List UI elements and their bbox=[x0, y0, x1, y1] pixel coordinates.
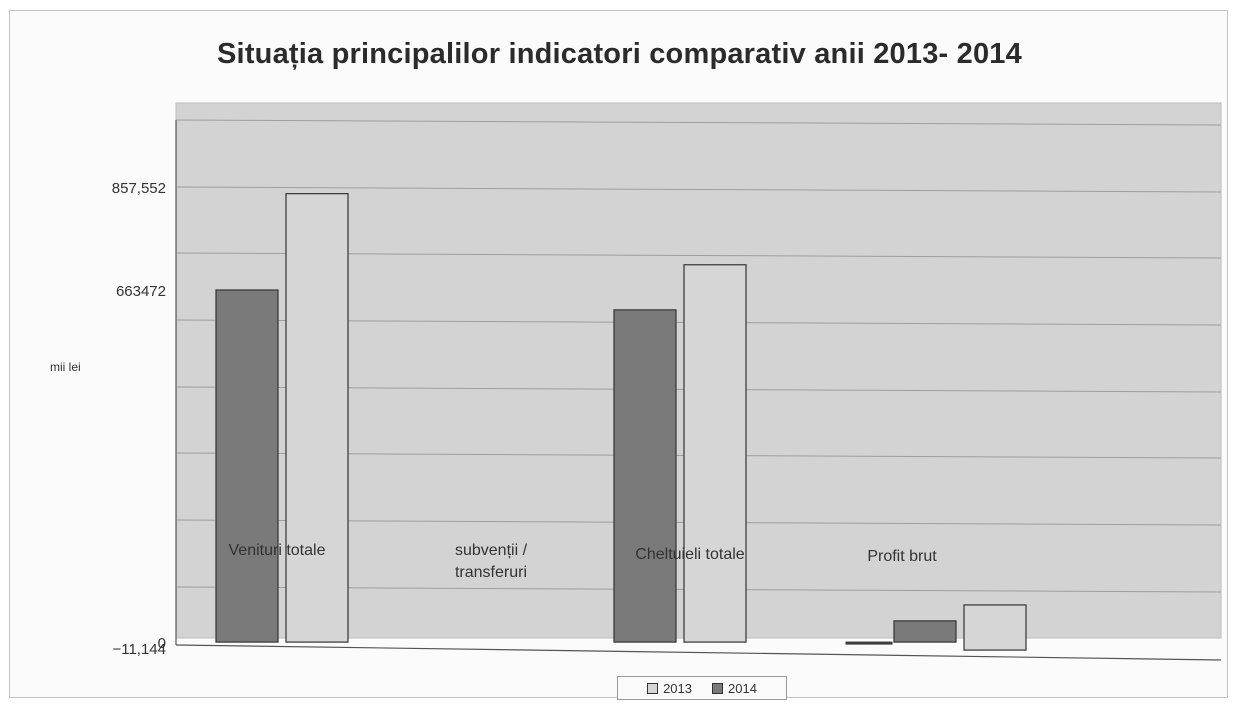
legend-item-2014: 2014 bbox=[712, 681, 757, 696]
x-tick-label: Cheltuieli totale bbox=[635, 546, 745, 563]
bar-2013-2 bbox=[683, 264, 747, 643]
bar-2013-0 bbox=[285, 193, 349, 643]
y-axis-label: mii lei bbox=[50, 360, 81, 374]
legend-swatch bbox=[712, 682, 723, 694]
x-tick-label: Venituri totale bbox=[229, 542, 326, 559]
legend-label: 2013 bbox=[663, 680, 692, 696]
x-tick-label: Profit brut bbox=[867, 548, 937, 565]
gridline bbox=[175, 119, 1222, 126]
gridline bbox=[175, 252, 1222, 259]
bar-extra-0 bbox=[845, 641, 893, 645]
gridline bbox=[175, 186, 1222, 193]
legend-label: 2014 bbox=[728, 680, 757, 696]
legend-item-2013: 2013 bbox=[647, 681, 692, 696]
bars bbox=[215, 193, 1027, 651]
y-tick-labels: 857,552 663472 0−11,144 bbox=[112, 180, 166, 658]
y-tick-label: 857,552 bbox=[112, 180, 166, 197]
y-tick-label: −11,144 bbox=[112, 641, 166, 658]
bar-2013-3 bbox=[963, 604, 1027, 651]
x-axis-baseline bbox=[175, 644, 1222, 661]
bar-2014-0 bbox=[215, 289, 279, 643]
legend: 2013 2014 bbox=[617, 676, 787, 700]
x-tick-labels: Venituri totale subvenții / transferuri Che… bbox=[229, 542, 938, 581]
x-tick-label: subvenții / transferuri bbox=[455, 542, 528, 581]
legend-swatch bbox=[647, 682, 659, 694]
chart-title: Situația principalilor indicatori compar… bbox=[217, 38, 1022, 70]
bar-2014-2 bbox=[613, 309, 677, 643]
y-tick-label: 0 bbox=[158, 635, 166, 652]
bar-2014-3 bbox=[893, 620, 957, 643]
y-tick-label: 663472 bbox=[116, 283, 166, 300]
